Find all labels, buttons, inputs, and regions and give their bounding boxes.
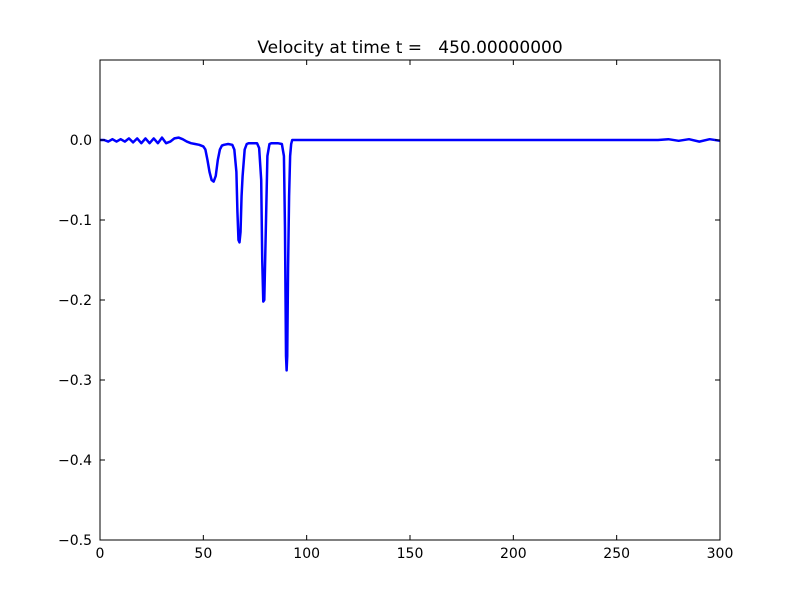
plot-frame (99, 59, 721, 541)
chart-title: Velocity at time t = 450.00000000 (257, 38, 562, 58)
x-tick-label: 250 (603, 546, 630, 562)
y-tick-label: −0.3 (58, 373, 92, 389)
y-tick-label: −0.5 (58, 533, 92, 549)
x-tick-label: 50 (194, 546, 212, 562)
y-tick-label: −0.4 (58, 453, 92, 469)
x-tick-label: 100 (293, 546, 320, 562)
plot-area (100, 136, 720, 372)
y-tick-label: −0.2 (58, 293, 92, 309)
x-tick-label: 200 (500, 546, 527, 562)
x-tick-label: 0 (96, 546, 105, 562)
y-tick-label: −0.1 (58, 213, 92, 229)
series-line-0 (100, 136, 720, 372)
x-tick-label: 150 (397, 546, 424, 562)
x-tick-label: 300 (707, 546, 734, 562)
y-tick-label: 0.0 (70, 133, 92, 149)
